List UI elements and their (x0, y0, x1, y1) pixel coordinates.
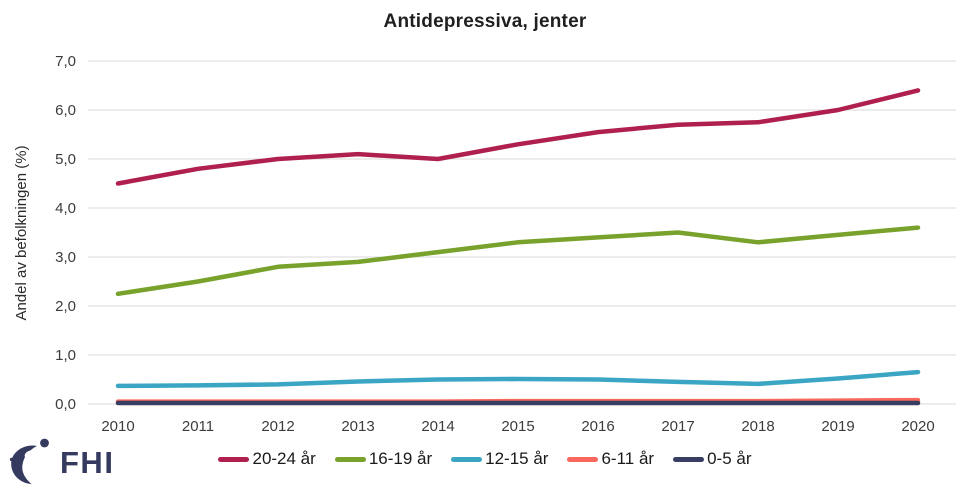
legend-swatch-icon (567, 456, 599, 462)
legend-item-20-24-år[interactable]: 20-24 år (218, 449, 316, 469)
legend-item-16-19-år[interactable]: 16-19 år (334, 449, 433, 469)
x-tick-label: 2014 (421, 418, 454, 435)
legend-swatch-icon (451, 456, 483, 462)
x-tick-label: 2017 (661, 418, 694, 435)
chart-legend: 20-24 år 16-19 år 12-15 år 6-11 år 0-5 år (0, 449, 970, 469)
fhi-logo: FHI (8, 437, 114, 487)
x-tick-label: 2010 (101, 418, 134, 435)
y-tick-label: 1,0 (55, 347, 76, 364)
line-chart-plot: Andel av befolkningen (%) 0,0 1,0 2,0 3,0 4,… (13, 53, 956, 435)
legend-item-6-11-år[interactable]: 6-11 år (567, 449, 654, 469)
x-tick-label: 2015 (501, 418, 534, 435)
legend-label: 16-19 år (368, 449, 433, 468)
series-line-16-19-år (115, 225, 921, 297)
y-tick-label: 2,0 (55, 298, 76, 315)
y-tick-label: 6,0 (55, 102, 76, 119)
legend-item-12-15-år[interactable]: 12-15 år (451, 449, 548, 469)
x-tick-label: 2018 (741, 418, 774, 435)
legend-label: 12-15 år (485, 449, 549, 468)
legend-label: 0-5 år (707, 449, 752, 468)
x-tick-label: 2013 (341, 418, 374, 435)
fhi-logo-mark-icon (9, 438, 49, 484)
y-axis-title: Andel av befolkningen (%) (13, 145, 30, 320)
x-tick-label: 2016 (581, 418, 614, 435)
series-lines-group (115, 88, 921, 406)
y-tick-label: 5,0 (55, 151, 76, 168)
legend-label: 6-11 år (601, 449, 655, 468)
x-tick-label: 2012 (261, 418, 294, 435)
fhi-logo-text: FHI (60, 444, 115, 480)
legend-swatch-icon (673, 456, 705, 462)
x-tick-label: 2020 (901, 418, 934, 435)
y-tick-label: 4,0 (55, 200, 76, 217)
legend-label: 20-24 år (252, 449, 316, 468)
series-line-20-24-år (115, 88, 921, 186)
y-tick-label: 7,0 (55, 53, 76, 70)
series-line-12-15-år (115, 369, 921, 389)
y-tick-label: 0,0 (55, 396, 76, 413)
legend-swatch-icon (218, 456, 250, 462)
legend-item-0-5-år[interactable]: 0-5 år (673, 449, 752, 469)
y-tick-label: 3,0 (55, 249, 76, 266)
chart-title: Antidepressiva, jenter (383, 11, 587, 32)
x-tick-labels-group: 2010 2011 2012 2013 2014 2015 2016 2017 2018 2019… (101, 418, 934, 435)
x-tick-label: 2011 (182, 418, 214, 435)
x-tick-label: 2019 (821, 418, 854, 435)
y-tick-labels-group: 0,0 1,0 2,0 3,0 4,0 5,0 6,0 7,0 (55, 53, 76, 413)
legend-swatch-icon (334, 456, 366, 462)
